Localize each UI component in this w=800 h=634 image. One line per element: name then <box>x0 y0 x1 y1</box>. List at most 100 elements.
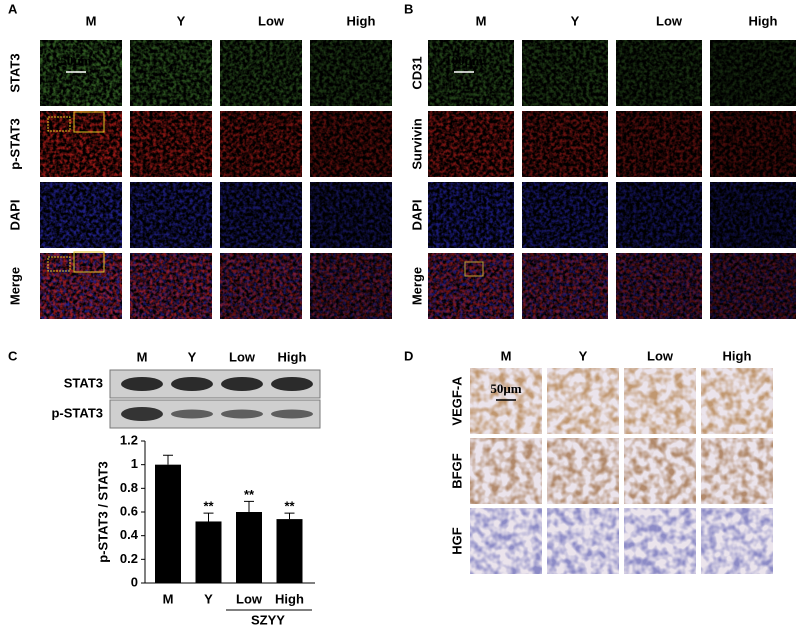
column-header: M <box>501 348 512 363</box>
column-header: High <box>749 13 778 28</box>
y-tick-label: 0 <box>131 574 138 589</box>
blot-band <box>221 377 263 391</box>
blot-band <box>121 377 163 391</box>
y-tick-label: 0.2 <box>120 551 138 566</box>
stain-texture <box>616 111 702 177</box>
row-label: Merge <box>409 267 424 305</box>
group-label: SZYY <box>251 612 285 627</box>
stain-texture <box>616 40 702 106</box>
stain-texture <box>470 438 542 504</box>
stain-texture <box>701 508 773 574</box>
y-tick-label: 0.6 <box>120 503 138 518</box>
panel-label: D <box>404 348 413 363</box>
stain-texture <box>130 111 212 177</box>
row-label: BFGF <box>449 453 464 488</box>
column-header: Low <box>647 348 674 363</box>
error-bar <box>203 512 214 522</box>
row-label: Merge <box>7 267 22 305</box>
y-tick-label: 0.8 <box>120 480 138 495</box>
stain-texture <box>310 111 392 177</box>
blot-band <box>271 377 313 391</box>
stain-texture <box>710 40 796 106</box>
row-label: p-STAT3 <box>51 405 103 420</box>
stain-texture <box>624 438 696 504</box>
stain-texture <box>710 253 796 319</box>
x-tick-label: M <box>163 591 174 606</box>
row-label: Survivin <box>409 118 424 169</box>
inset-box <box>73 111 105 133</box>
column-header: Low <box>229 349 256 364</box>
row-label: HGF <box>449 527 464 555</box>
column-header: High <box>278 349 307 364</box>
significance: ** <box>203 499 214 514</box>
blot-band <box>271 409 313 419</box>
stain-texture <box>130 182 212 248</box>
error-bar <box>244 500 254 512</box>
column-header: M <box>476 13 487 28</box>
stain-texture <box>40 182 122 248</box>
stain-texture <box>428 253 514 319</box>
blot-band <box>171 409 213 419</box>
stain-texture <box>547 438 619 504</box>
scale-bar-label: 50μm <box>60 53 91 68</box>
stain-texture <box>220 111 302 177</box>
significance: ** <box>244 487 255 502</box>
inset-box <box>47 116 71 132</box>
stain-texture <box>522 182 608 248</box>
stain-texture <box>470 508 542 574</box>
stain-texture <box>701 368 773 434</box>
column-header: Low <box>258 13 285 28</box>
row-label: p-STAT3 <box>7 118 22 170</box>
stain-texture <box>616 253 702 319</box>
y-axis-label: p-STAT3 / STAT3 <box>95 461 110 563</box>
column-header: Y <box>579 348 588 363</box>
stain-texture <box>130 40 212 106</box>
stain-texture <box>428 182 514 248</box>
inset-box <box>73 251 105 273</box>
stain-texture <box>522 253 608 319</box>
significance: ** <box>284 499 295 514</box>
row-label: STAT3 <box>64 375 103 390</box>
blot-band <box>171 377 213 391</box>
stain-texture <box>522 111 608 177</box>
stain-texture <box>310 40 392 106</box>
row-label: CD31 <box>409 56 424 89</box>
panel-label: A <box>8 1 18 16</box>
bar <box>155 464 181 583</box>
row-label: VEGF-A <box>449 376 464 426</box>
stain-texture <box>310 253 392 319</box>
panel-label: B <box>404 1 413 16</box>
y-tick-label: 1 <box>131 456 138 471</box>
stain-texture <box>522 40 608 106</box>
column-header: M <box>86 13 97 28</box>
panel-label: C <box>8 348 18 363</box>
column-header: Low <box>656 13 683 28</box>
x-tick-label: Y <box>204 591 213 606</box>
inset-box <box>464 261 484 277</box>
stain-texture <box>40 253 122 319</box>
stain-texture <box>547 368 619 434</box>
stain-texture <box>428 111 514 177</box>
column-header: Y <box>571 13 580 28</box>
stain-texture <box>40 40 122 106</box>
blot-band <box>221 409 263 419</box>
stain-texture <box>710 182 796 248</box>
scale-bar-label: 100μm <box>445 53 483 68</box>
y-tick-label: 1.2 <box>120 432 138 447</box>
x-tick-label: Low <box>236 591 263 606</box>
stain-texture <box>220 40 302 106</box>
column-header: M <box>137 349 148 364</box>
bar <box>236 512 262 583</box>
stain-texture <box>470 368 542 434</box>
scale-bar-label: 50μm <box>490 381 521 396</box>
stain-texture <box>701 438 773 504</box>
stain-texture <box>547 508 619 574</box>
stain-texture <box>624 508 696 574</box>
column-header: Y <box>177 13 186 28</box>
column-header: Y <box>188 349 197 364</box>
stain-texture <box>220 182 302 248</box>
stain-texture <box>310 182 392 248</box>
column-header: High <box>723 348 752 363</box>
x-tick-label: High <box>275 591 304 606</box>
